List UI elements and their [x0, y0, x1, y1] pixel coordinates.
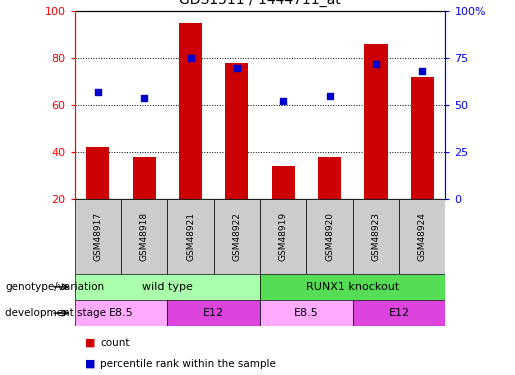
- Point: [140, 94, 148, 100]
- Title: GDS1511 / 1444711_at: GDS1511 / 1444711_at: [179, 0, 341, 8]
- FancyBboxPatch shape: [214, 199, 260, 274]
- Text: percentile rank within the sample: percentile rank within the sample: [100, 359, 277, 369]
- Text: E8.5: E8.5: [294, 308, 319, 318]
- Text: E8.5: E8.5: [109, 308, 133, 318]
- Text: GSM48922: GSM48922: [232, 212, 242, 261]
- Text: count: count: [100, 338, 130, 348]
- Text: ■: ■: [85, 338, 95, 348]
- Text: GSM48923: GSM48923: [371, 212, 381, 261]
- Bar: [133, 157, 156, 199]
- Point: [325, 93, 334, 99]
- Text: GSM48920: GSM48920: [325, 212, 334, 261]
- Text: GSM48919: GSM48919: [279, 211, 288, 261]
- FancyBboxPatch shape: [353, 199, 399, 274]
- FancyBboxPatch shape: [353, 300, 445, 326]
- FancyBboxPatch shape: [75, 300, 167, 326]
- Point: [94, 89, 102, 95]
- Text: GSM48918: GSM48918: [140, 211, 149, 261]
- Bar: [272, 166, 295, 199]
- FancyBboxPatch shape: [75, 199, 121, 274]
- FancyBboxPatch shape: [75, 274, 260, 300]
- FancyBboxPatch shape: [167, 199, 214, 274]
- FancyBboxPatch shape: [260, 274, 445, 300]
- FancyBboxPatch shape: [167, 300, 260, 326]
- Bar: [364, 44, 387, 199]
- Text: GSM48921: GSM48921: [186, 212, 195, 261]
- FancyBboxPatch shape: [260, 199, 306, 274]
- FancyBboxPatch shape: [260, 300, 353, 326]
- Point: [186, 55, 195, 61]
- FancyBboxPatch shape: [399, 199, 445, 274]
- Bar: [86, 147, 109, 199]
- Bar: [226, 63, 248, 199]
- Point: [372, 61, 380, 67]
- Bar: [179, 23, 202, 199]
- Text: development stage: development stage: [5, 308, 106, 318]
- FancyBboxPatch shape: [306, 199, 353, 274]
- Text: ■: ■: [85, 359, 95, 369]
- Text: RUNX1 knockout: RUNX1 knockout: [306, 282, 400, 292]
- Point: [418, 68, 426, 74]
- Text: E12: E12: [203, 308, 225, 318]
- FancyBboxPatch shape: [121, 199, 167, 274]
- Bar: [318, 157, 341, 199]
- Point: [279, 98, 287, 104]
- Text: genotype/variation: genotype/variation: [5, 282, 104, 292]
- Text: wild type: wild type: [142, 282, 193, 292]
- Bar: [410, 77, 434, 199]
- Text: GSM48924: GSM48924: [418, 212, 427, 261]
- Text: GSM48917: GSM48917: [93, 211, 102, 261]
- Point: [233, 64, 241, 70]
- Text: E12: E12: [388, 308, 410, 318]
